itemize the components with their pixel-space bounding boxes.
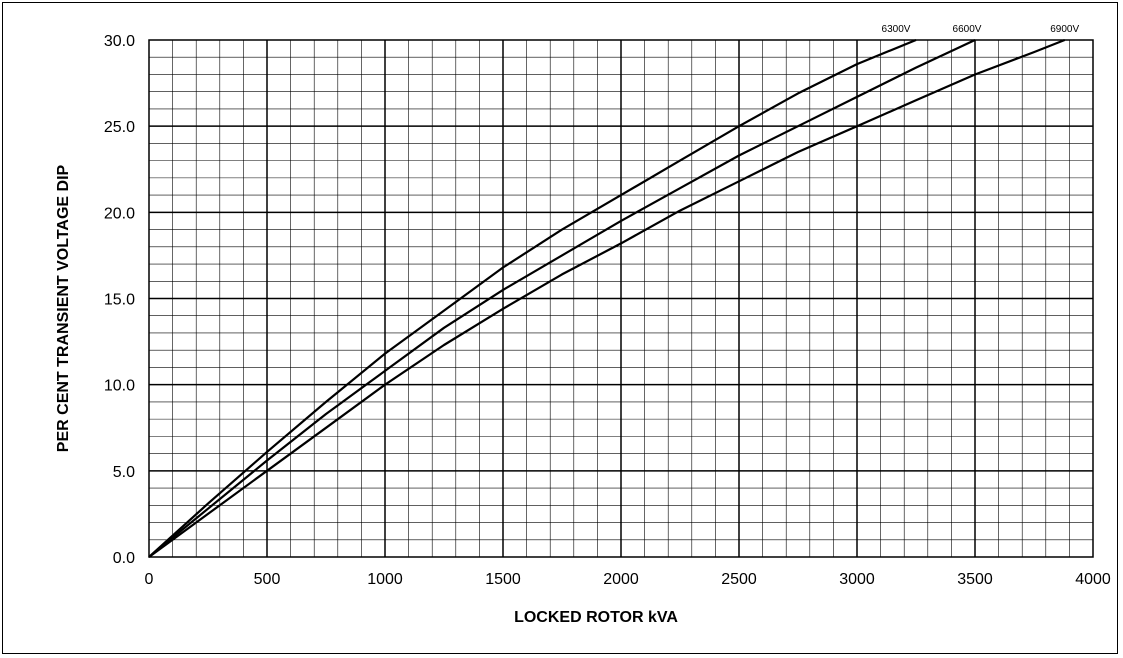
y-axis-title: PER CENT TRANSIENT VOLTAGE DIP: [55, 164, 72, 452]
series-line-6300v: [148, 38, 917, 558]
series-labels: 6300V 6600V 6900V: [882, 24, 1080, 35]
x-tick-label: 1000: [367, 571, 403, 588]
y-tick-label: 5.0: [113, 464, 135, 481]
x-tick-label: 0: [145, 571, 154, 588]
x-tick-label: 3500: [957, 571, 993, 588]
y-tick-label: 30.0: [104, 33, 135, 50]
y-tick-label: 0.0: [113, 550, 135, 567]
x-axis-title: LOCKED ROTOR kVA: [514, 609, 678, 626]
y-tick-label: 15.0: [104, 292, 135, 309]
series-label-6900v: 6900V: [1050, 24, 1079, 35]
x-tick-label: 1500: [485, 571, 521, 588]
series-label-6300v: 6300V: [882, 24, 911, 35]
y-tick-label: 10.0: [104, 378, 135, 395]
y-axis-ticks: 0.0 5.0 10.0 15.0 20.0 25.0 30.0: [104, 33, 135, 567]
x-tick-label: 3000: [839, 571, 875, 588]
series-line-6900v: [148, 38, 1066, 558]
x-tick-label: 500: [254, 571, 281, 588]
series-label-6600v: 6600V: [953, 24, 982, 35]
major-grid: [149, 40, 1093, 557]
x-tick-label: 4000: [1075, 571, 1111, 588]
y-tick-label: 20.0: [104, 205, 135, 222]
series-lines: [148, 38, 1066, 558]
x-tick-label: 2500: [721, 571, 757, 588]
x-tick-label: 2000: [603, 571, 639, 588]
y-tick-label: 25.0: [104, 119, 135, 136]
x-axis-ticks: 0 500 1000 1500 2000 2500 3000 3500 4000: [145, 571, 1111, 588]
series-line-6600v: [148, 39, 976, 558]
plot-area-border: [148, 39, 1094, 558]
